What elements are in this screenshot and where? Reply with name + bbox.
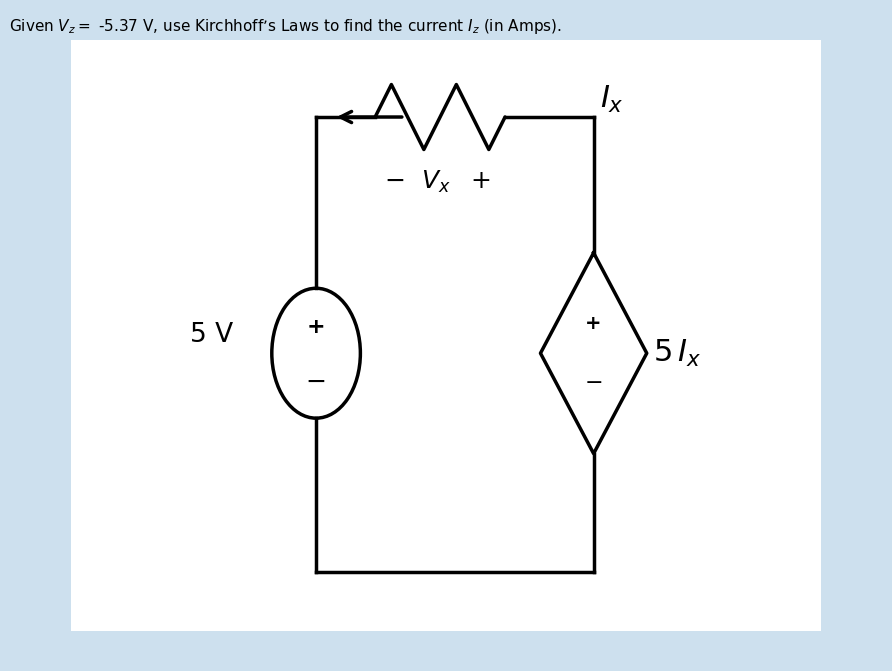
Text: −: − bbox=[306, 370, 326, 394]
Text: Given $V_z = $ -5.37 V, use Kirchhoff’s Laws to find the current $I_z$ (in Amps): Given $V_z = $ -5.37 V, use Kirchhoff’s … bbox=[9, 17, 562, 36]
Text: +: + bbox=[307, 317, 326, 337]
Text: $-\ \ V_x\ \ +$: $-\ \ V_x\ \ +$ bbox=[384, 169, 491, 195]
Text: −: − bbox=[584, 372, 603, 393]
Text: +: + bbox=[585, 314, 602, 333]
Text: $5\,I_x$: $5\,I_x$ bbox=[653, 338, 701, 369]
Text: $I_x$: $I_x$ bbox=[599, 84, 624, 115]
Text: 5 V: 5 V bbox=[190, 323, 234, 348]
